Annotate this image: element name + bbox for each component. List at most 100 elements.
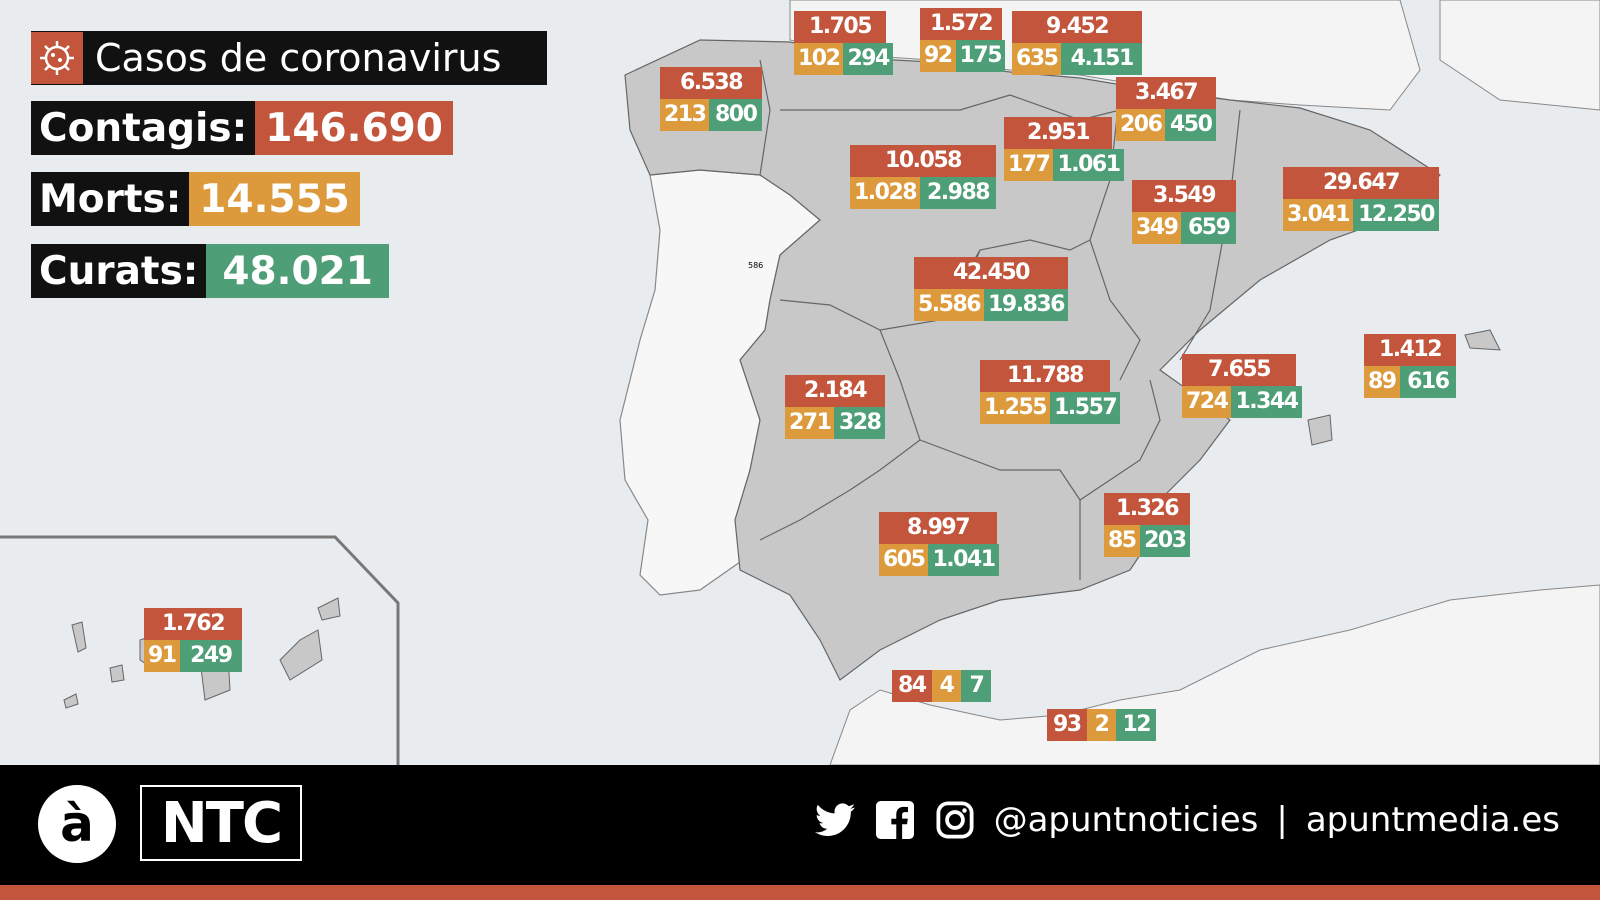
virus-icon	[31, 32, 83, 84]
region-cases: 8.997	[879, 512, 997, 544]
contagis-value: 146.690	[255, 101, 453, 155]
morts-label: Morts:	[31, 172, 190, 226]
region-deaths: 89	[1364, 366, 1400, 398]
menorca	[1464, 329, 1501, 351]
region-deaths: 206	[1116, 109, 1166, 141]
region-recovered: 800	[709, 99, 762, 131]
region-badge-catalunya: 29.647 3.041 12.250	[1283, 167, 1439, 231]
region-cases: 93	[1047, 709, 1087, 741]
region-recovered: 7	[961, 670, 992, 702]
region-deaths: 85	[1104, 525, 1140, 557]
region-badge-canarias: 1.762 91 249	[144, 608, 242, 672]
region-deaths: 349	[1132, 212, 1182, 244]
map-title: Casos de coronavirus	[95, 36, 502, 80]
region-badge-navarra: 3.467 206 450	[1116, 77, 1216, 141]
stat-contagis: Contagis: 146.690	[31, 101, 453, 155]
region-deaths: 271	[785, 407, 835, 439]
region-recovered: 616	[1399, 366, 1456, 398]
footer-separator: |	[1276, 800, 1288, 840]
region-badge-navarra-la: 1.572 92 175	[920, 8, 1006, 72]
region-recovered: 1.557	[1050, 392, 1121, 424]
stat-curats: Curats: 48.021	[31, 244, 389, 298]
region-badge-castilla-la-mancha: 11.788 1.255 1.557	[980, 360, 1121, 424]
ibiza	[1307, 414, 1333, 446]
region-badge-melilla: 93 2 12	[1047, 709, 1157, 741]
region-badge-cantabria: 1.705 102 294	[794, 11, 893, 75]
region-recovered: 175	[955, 40, 1006, 72]
region-badge-balears: 1.412 89 616	[1364, 334, 1456, 398]
curats-label: Curats:	[31, 244, 207, 298]
region-badge-aragon: 3.549 349 659	[1132, 180, 1236, 244]
region-deaths: 3.041	[1283, 199, 1354, 231]
region-cases: 42.450	[914, 257, 1068, 289]
region-badge-castilla-leon: 10.058 1.028 2.988	[850, 145, 996, 209]
region-deaths: 1.028	[850, 177, 921, 209]
region-cases: 2.184	[785, 375, 885, 407]
region-deaths: 177	[1004, 149, 1054, 181]
region-cases: 7.655	[1182, 354, 1296, 386]
region-deaths: 92	[920, 40, 956, 72]
region-recovered: 294	[843, 43, 893, 75]
stat-morts: Morts: 14.555	[31, 172, 360, 226]
region-recovered: 1.041	[928, 544, 999, 576]
region-badge-galicia: 6.538 213 800	[660, 67, 762, 131]
region-recovered: 249	[179, 640, 242, 672]
instagram-icon[interactable]	[934, 799, 976, 841]
social-handle[interactable]: @apuntnoticies	[993, 800, 1259, 840]
region-recovered: 4.151	[1061, 43, 1142, 75]
region-cases: 10.058	[850, 145, 996, 177]
region-badge-murcia: 1.326 85 203	[1104, 493, 1190, 557]
region-cases: 1.572	[920, 8, 1002, 40]
region-recovered: 1.344	[1231, 386, 1302, 418]
region-deaths: 5.586	[914, 289, 985, 321]
region-cases: 11.788	[980, 360, 1110, 392]
region-deaths: 724	[1182, 386, 1232, 418]
apunt-logo: à	[38, 785, 116, 863]
region-deaths: 1.255	[980, 392, 1051, 424]
region-recovered: 12.250	[1353, 199, 1439, 231]
map-small-label: 586	[748, 261, 764, 270]
region-badge-valencia: 7.655 724 1.344	[1182, 354, 1302, 418]
region-cases: 1.412	[1364, 334, 1456, 366]
region-deaths: 635	[1012, 43, 1062, 75]
region-recovered: 19.836	[984, 289, 1068, 321]
footer-stripe	[0, 885, 1600, 900]
region-badge-madrid: 42.450 5.586 19.836	[914, 257, 1068, 321]
region-cases: 1.326	[1104, 493, 1190, 525]
region-recovered: 659	[1181, 212, 1236, 244]
region-deaths: 91	[144, 640, 180, 672]
curats-value: 48.021	[206, 244, 389, 298]
social-links: @apuntnoticies | apuntmedia.es	[814, 795, 1560, 845]
region-cases: 29.647	[1283, 167, 1439, 199]
twitter-icon[interactable]	[814, 799, 856, 841]
region-cases: 2.951	[1004, 117, 1112, 149]
region-cases: 1.762	[144, 608, 242, 640]
region-cases: 9.452	[1012, 11, 1142, 43]
map-title-box: Casos de coronavirus	[31, 31, 547, 85]
region-cases: 6.538	[660, 67, 762, 99]
region-deaths: 2	[1086, 709, 1117, 741]
morts-value: 14.555	[189, 172, 360, 226]
region-recovered: 203	[1139, 525, 1190, 557]
ntc-logo: NTC	[140, 785, 302, 861]
footer-bar: à NTC @apuntnoticies | apuntmedia.es	[0, 765, 1600, 885]
region-recovered: 2.988	[920, 177, 996, 209]
region-deaths: 102	[794, 43, 844, 75]
region-deaths: 4	[931, 670, 962, 702]
region-badge-ceuta: 84 4 7	[892, 670, 992, 702]
canarias-inset-frame	[0, 535, 400, 765]
facebook-icon[interactable]	[874, 799, 916, 841]
region-badge-la-rioja: 2.951 177 1.061	[1004, 117, 1124, 181]
website-link[interactable]: apuntmedia.es	[1305, 800, 1560, 840]
region-cases: 3.549	[1132, 180, 1236, 212]
region-recovered: 328	[834, 407, 885, 439]
region-deaths: 605	[879, 544, 929, 576]
region-cases: 1.705	[794, 11, 886, 43]
region-recovered: 450	[1165, 109, 1216, 141]
region-cases: 3.467	[1116, 77, 1216, 109]
region-cases: 84	[892, 670, 932, 702]
contagis-label: Contagis:	[31, 101, 256, 155]
region-recovered: 1.061	[1053, 149, 1124, 181]
region-badge-extremadura: 2.184 271 328	[785, 375, 885, 439]
region-badge-euskadi: 9.452 635 4.151	[1012, 11, 1142, 75]
